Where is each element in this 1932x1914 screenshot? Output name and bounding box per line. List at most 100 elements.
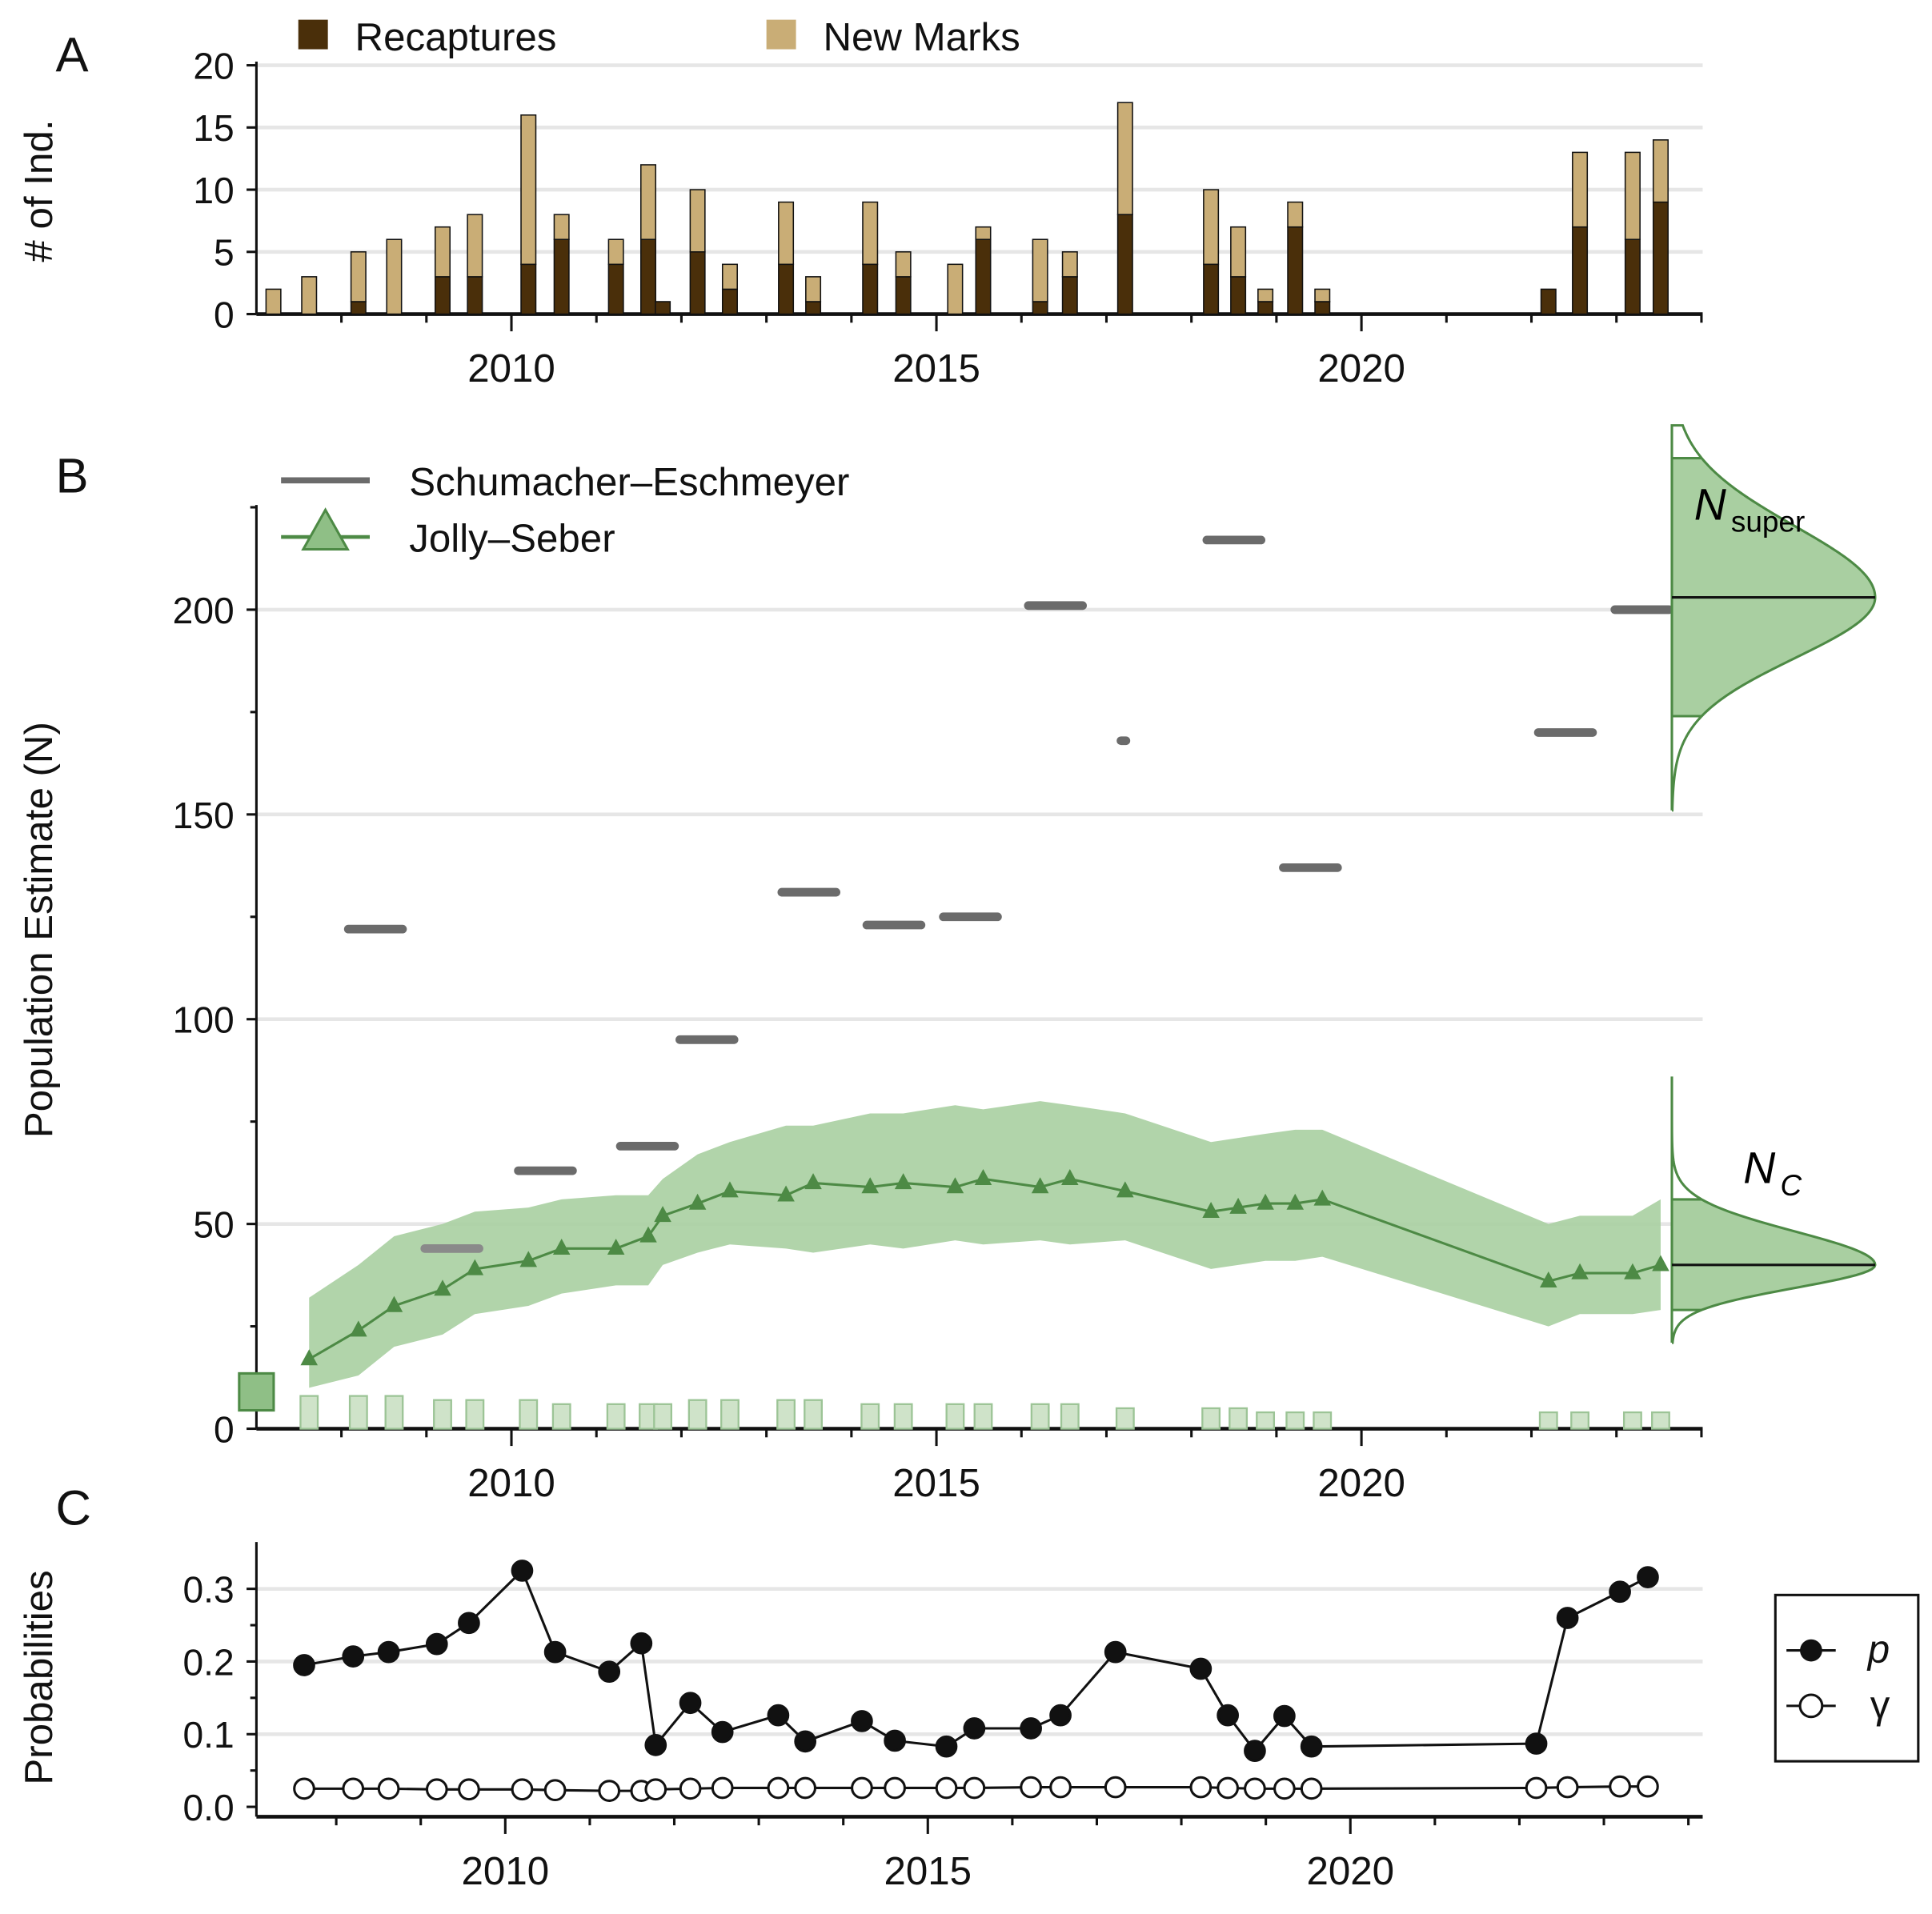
bottom-bar: [1060, 1403, 1080, 1430]
point-gamma: [884, 1776, 906, 1800]
bar-new-marks: [689, 189, 706, 253]
bottom-bar: [720, 1399, 740, 1430]
panel-a-ylabel: # of Ind.: [17, 120, 61, 262]
panel-c-ytick-label: 0.2: [183, 1641, 234, 1683]
density-label-1: N: [1743, 1143, 1776, 1192]
js-point: [434, 1279, 451, 1296]
bottom-bar: [945, 1403, 965, 1430]
bottom-bar: [1030, 1403, 1050, 1430]
panel-a-xtick-label: 2015: [892, 346, 980, 390]
density-curve-0: [1670, 424, 1877, 812]
bar-new-marks: [553, 214, 570, 241]
legend-gamma-marker: [1798, 1693, 1824, 1719]
bottom-bar: [893, 1403, 913, 1430]
bottom-bar: [1285, 1411, 1305, 1430]
js-point: [804, 1173, 822, 1190]
panel-b-xtick-label: 2010: [467, 1461, 555, 1505]
point-gamma: [1049, 1776, 1072, 1799]
point-p: [1049, 1704, 1072, 1727]
legend-p-marker: [1800, 1639, 1822, 1662]
point-gamma: [644, 1778, 667, 1801]
legend-gamma: γ: [1870, 1683, 1890, 1727]
point-gamma: [458, 1778, 480, 1801]
js-point: [1652, 1255, 1669, 1271]
point-p: [963, 1717, 986, 1740]
bar-recaptures: [778, 263, 795, 315]
bottom-bar: [1622, 1411, 1642, 1430]
density-curve-1: [1670, 1076, 1877, 1344]
panel-c-ylabel: Probabilities: [17, 1570, 61, 1784]
point-p: [1300, 1735, 1323, 1758]
js-point: [1624, 1263, 1641, 1279]
point-p: [884, 1729, 906, 1752]
point-p: [1104, 1640, 1127, 1664]
panel-b-xtick-label: 2015: [892, 1461, 980, 1505]
js-point: [1229, 1197, 1247, 1214]
bar-recaptures: [721, 288, 738, 315]
point-p: [1189, 1657, 1213, 1680]
js-point: [466, 1259, 484, 1275]
bar-new-marks: [895, 251, 912, 278]
bottom-bar: [384, 1395, 404, 1430]
bar-new-marks: [434, 226, 451, 278]
point-p: [1525, 1732, 1548, 1755]
panel-a-ytick-label: 15: [193, 107, 234, 149]
point-p: [543, 1640, 567, 1664]
point-gamma: [767, 1776, 790, 1800]
bar-recaptures: [1287, 226, 1304, 315]
panel-a-ytick-label: 20: [193, 46, 234, 87]
panel-b-xtick-label: 2020: [1317, 1461, 1405, 1505]
js-point: [300, 1349, 319, 1366]
point-p: [851, 1710, 873, 1732]
bar-new-marks: [862, 201, 879, 266]
point-gamma: [342, 1777, 365, 1800]
bar-new-marks: [975, 226, 992, 241]
point-gamma: [1189, 1776, 1213, 1799]
point-gamma: [598, 1780, 621, 1802]
js-point: [552, 1239, 571, 1255]
bar-new-marks: [607, 238, 624, 266]
bottom-bar: [551, 1403, 571, 1430]
bar-new-marks: [386, 238, 403, 315]
point-gamma: [935, 1776, 958, 1800]
bottom-bar: [973, 1403, 993, 1430]
bottom-bar: [860, 1403, 880, 1430]
panel-a-ytick-label: 0: [214, 294, 234, 335]
point-p: [1244, 1740, 1266, 1763]
point-p: [1609, 1580, 1631, 1604]
bar-new-marks: [1314, 288, 1331, 302]
bar-recaptures: [862, 263, 879, 315]
js-point: [519, 1251, 538, 1267]
bar-recaptures: [553, 238, 570, 315]
bar-new-marks: [1652, 139, 1669, 203]
bar-new-marks: [778, 201, 795, 266]
panel-b-ytick-label: 150: [173, 795, 234, 836]
bar-new-marks: [467, 214, 483, 278]
js-point: [1286, 1193, 1305, 1210]
js-point: [350, 1320, 367, 1337]
js-point: [639, 1226, 657, 1243]
point-gamma: [1217, 1776, 1239, 1800]
js-point: [861, 1177, 879, 1194]
js-point: [654, 1206, 671, 1223]
panel-b-ytick-label: 50: [193, 1204, 234, 1246]
bar-new-marks: [1032, 238, 1048, 302]
bottom-bar: [433, 1399, 452, 1430]
bar-recaptures: [607, 263, 624, 315]
point-gamma: [1637, 1775, 1659, 1798]
js-point: [1061, 1169, 1079, 1186]
bottom-bar: [653, 1403, 672, 1430]
point-gamma: [1273, 1777, 1296, 1800]
bar-new-marks: [1230, 226, 1247, 278]
bar-recaptures: [467, 276, 483, 315]
point-gamma: [543, 1779, 567, 1802]
bar-recaptures: [655, 301, 671, 315]
legend-js: Jolly–Seber: [409, 517, 615, 561]
panel-label-c: C: [55, 1481, 90, 1536]
density-ci-1: [1671, 1199, 1875, 1311]
bar-new-marks: [1203, 189, 1220, 266]
bottom-bar: [299, 1395, 319, 1430]
bar-recaptures: [640, 238, 657, 315]
bottom-bar: [687, 1399, 707, 1430]
point-p: [1020, 1717, 1042, 1740]
